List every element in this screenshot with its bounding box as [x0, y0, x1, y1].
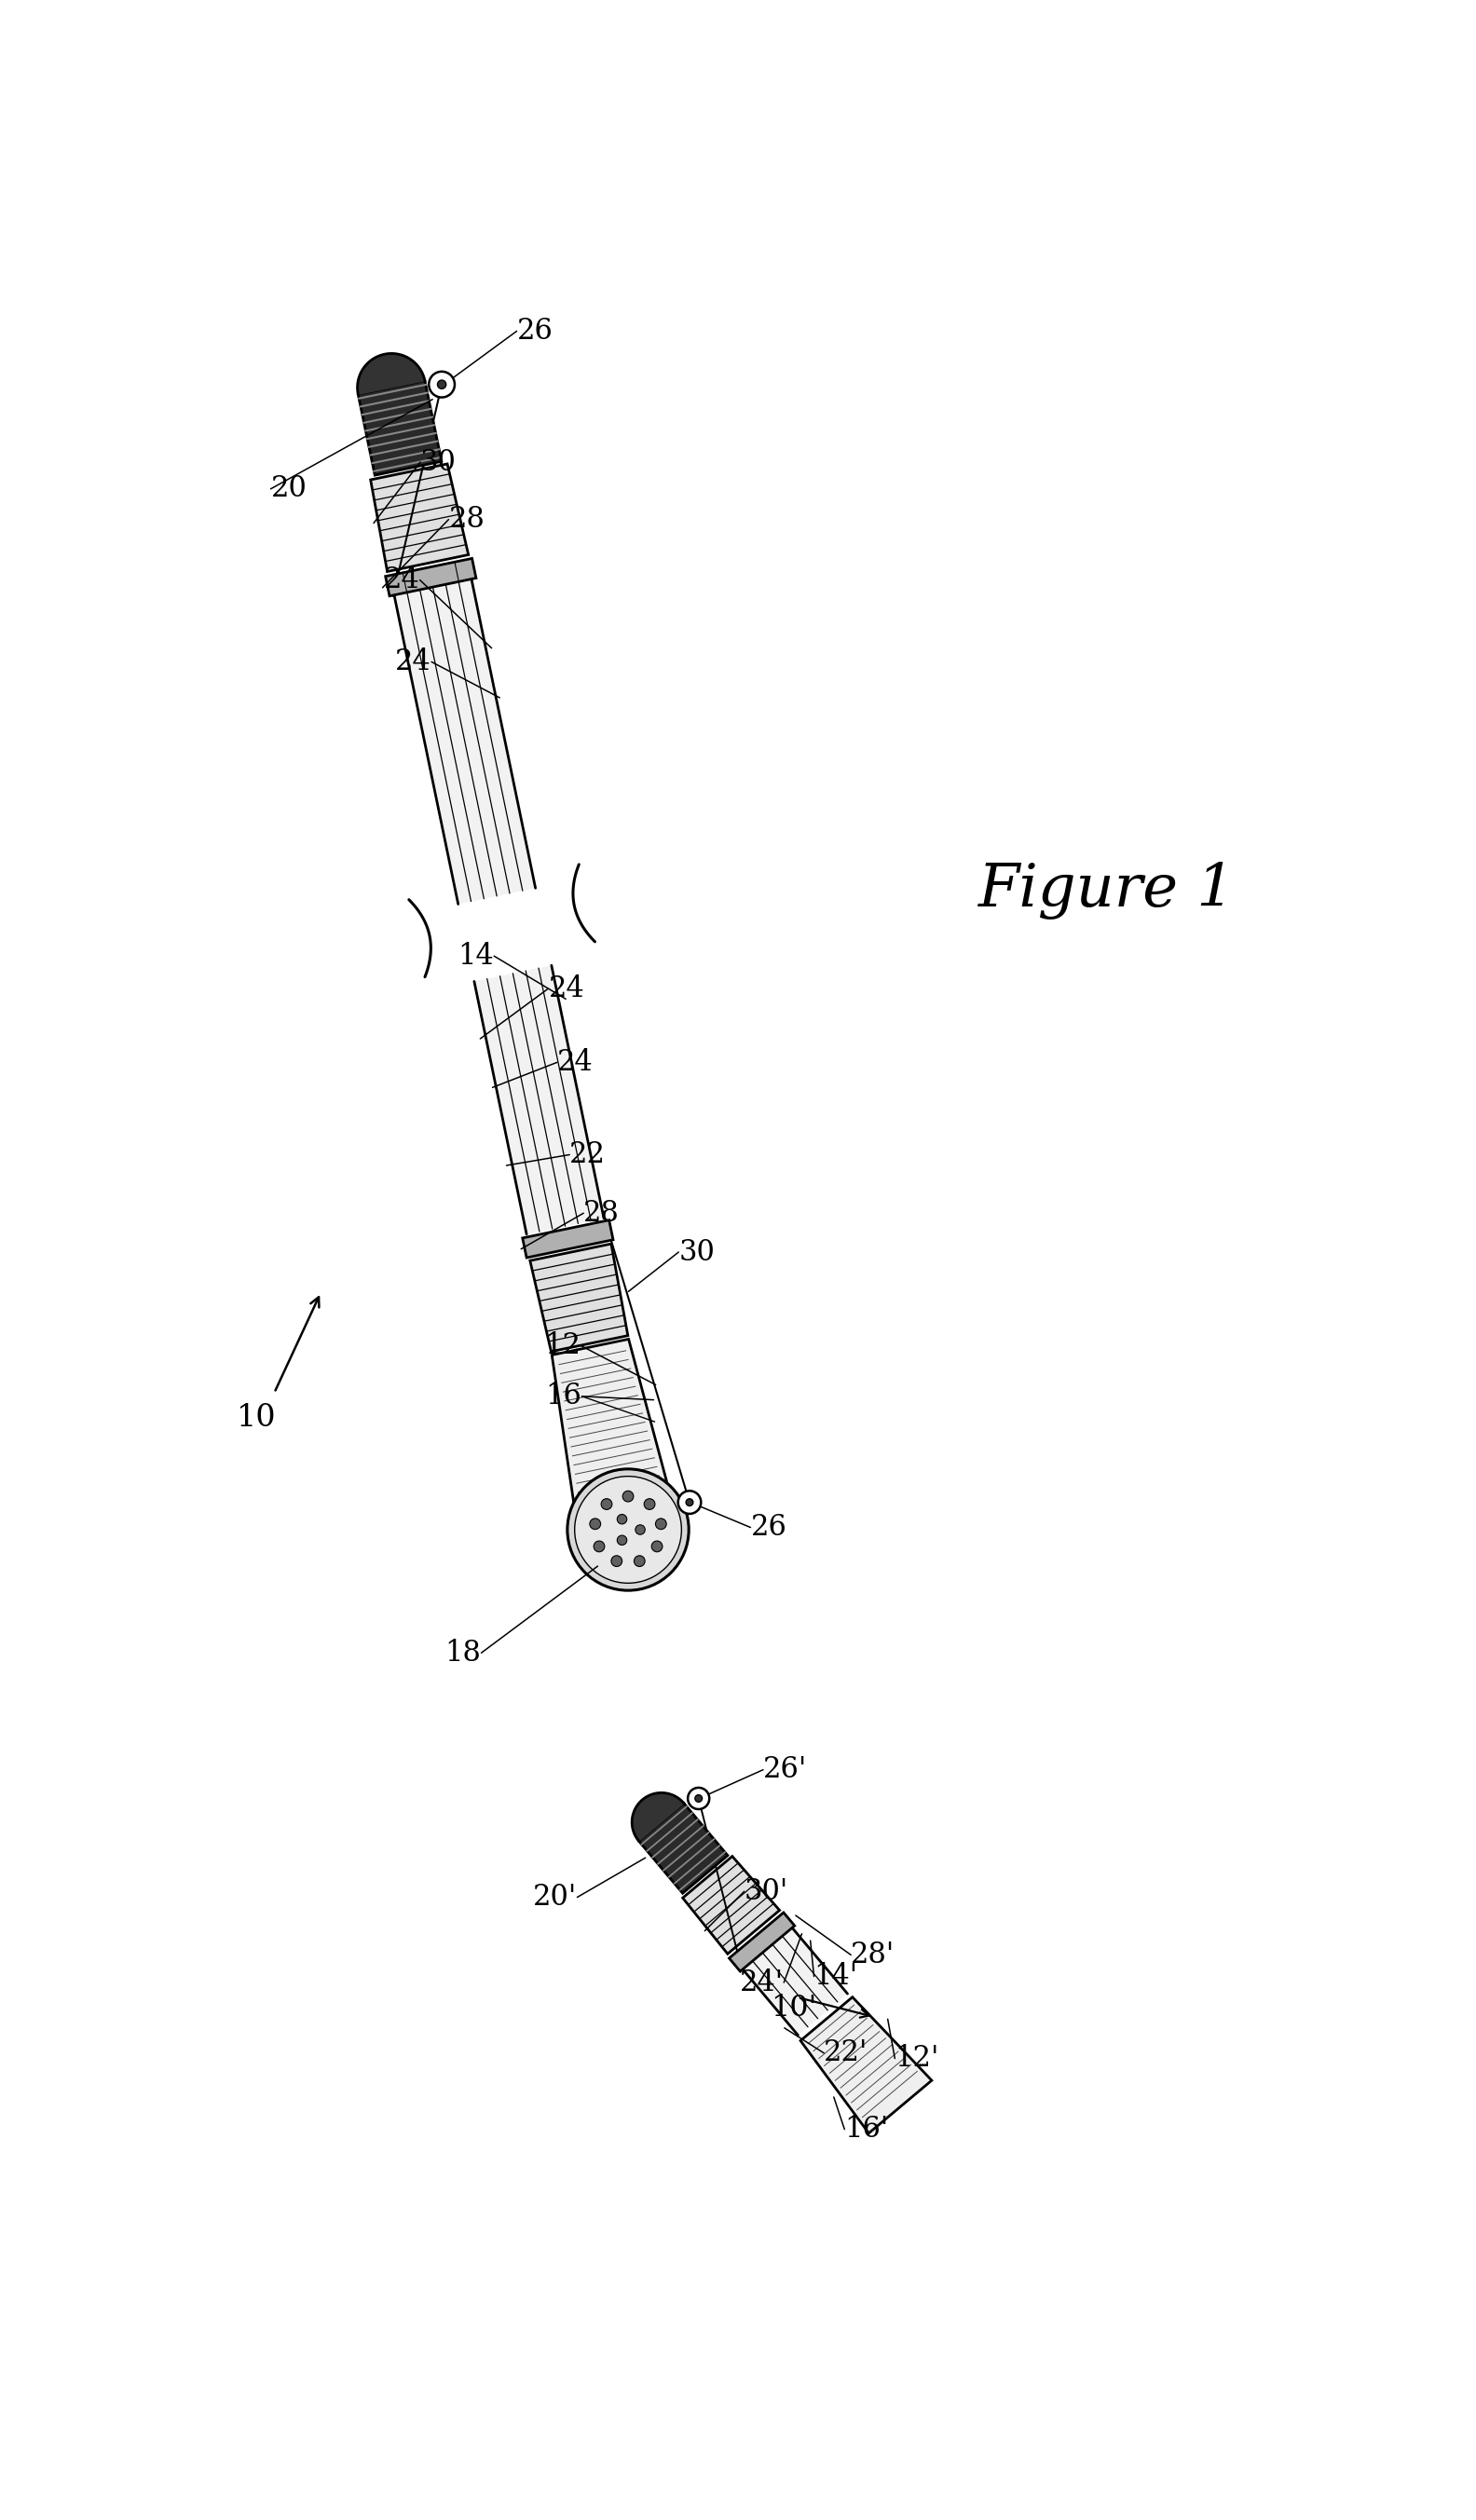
Polygon shape — [552, 1338, 667, 1504]
Polygon shape — [385, 559, 477, 597]
Text: 26: 26 — [750, 1512, 787, 1542]
Text: 20: 20 — [270, 474, 307, 504]
Polygon shape — [800, 1998, 931, 2134]
Polygon shape — [394, 580, 536, 905]
Text: 12: 12 — [545, 1331, 580, 1361]
Text: 10: 10 — [236, 1404, 276, 1434]
Circle shape — [695, 1794, 703, 1802]
Polygon shape — [729, 1913, 794, 1971]
Polygon shape — [742, 1928, 847, 2036]
Text: 14': 14' — [813, 1963, 858, 1991]
Text: 26: 26 — [517, 318, 554, 345]
Circle shape — [644, 1499, 655, 1509]
Text: 24': 24' — [739, 1968, 784, 1996]
Polygon shape — [359, 381, 441, 476]
Circle shape — [651, 1540, 663, 1552]
Circle shape — [617, 1535, 627, 1545]
Circle shape — [567, 1469, 689, 1590]
Circle shape — [590, 1520, 601, 1530]
Text: 30': 30' — [744, 1877, 788, 1905]
Text: 24: 24 — [556, 1048, 593, 1076]
Circle shape — [686, 1499, 694, 1507]
Text: 16: 16 — [546, 1381, 582, 1411]
Circle shape — [437, 381, 446, 388]
Circle shape — [601, 1499, 613, 1509]
Text: 28': 28' — [850, 1940, 894, 1968]
Polygon shape — [632, 1792, 683, 1842]
Circle shape — [617, 1515, 627, 1525]
Text: 26': 26' — [763, 1756, 807, 1784]
Circle shape — [574, 1477, 682, 1583]
Circle shape — [677, 1492, 701, 1515]
Polygon shape — [683, 1857, 779, 1953]
Text: 22: 22 — [570, 1139, 607, 1169]
Text: 12': 12' — [894, 2044, 939, 2074]
Text: 20': 20' — [533, 1882, 577, 1913]
Circle shape — [623, 1492, 633, 1502]
Text: 16': 16' — [844, 2114, 889, 2145]
Text: 10': 10' — [770, 1993, 818, 2024]
Circle shape — [430, 370, 455, 398]
Polygon shape — [639, 1804, 728, 1893]
Circle shape — [688, 1787, 710, 1809]
Circle shape — [611, 1555, 621, 1567]
Text: 30: 30 — [421, 449, 456, 476]
Text: 28: 28 — [583, 1200, 620, 1227]
Circle shape — [635, 1555, 645, 1567]
Polygon shape — [370, 464, 468, 572]
Text: 24: 24 — [396, 648, 431, 675]
Polygon shape — [474, 965, 604, 1235]
Circle shape — [635, 1525, 645, 1535]
Text: Figure 1: Figure 1 — [979, 862, 1235, 920]
Circle shape — [593, 1540, 605, 1552]
Polygon shape — [357, 353, 425, 396]
Text: 28: 28 — [449, 504, 484, 534]
Text: 24: 24 — [549, 975, 584, 1003]
Polygon shape — [523, 1220, 613, 1257]
Text: 30: 30 — [679, 1237, 714, 1268]
Polygon shape — [530, 1245, 627, 1351]
Text: 22': 22' — [824, 2039, 868, 2066]
Text: 24: 24 — [384, 564, 419, 595]
Circle shape — [655, 1520, 667, 1530]
Text: 14: 14 — [458, 942, 494, 970]
Text: 18: 18 — [446, 1638, 481, 1668]
